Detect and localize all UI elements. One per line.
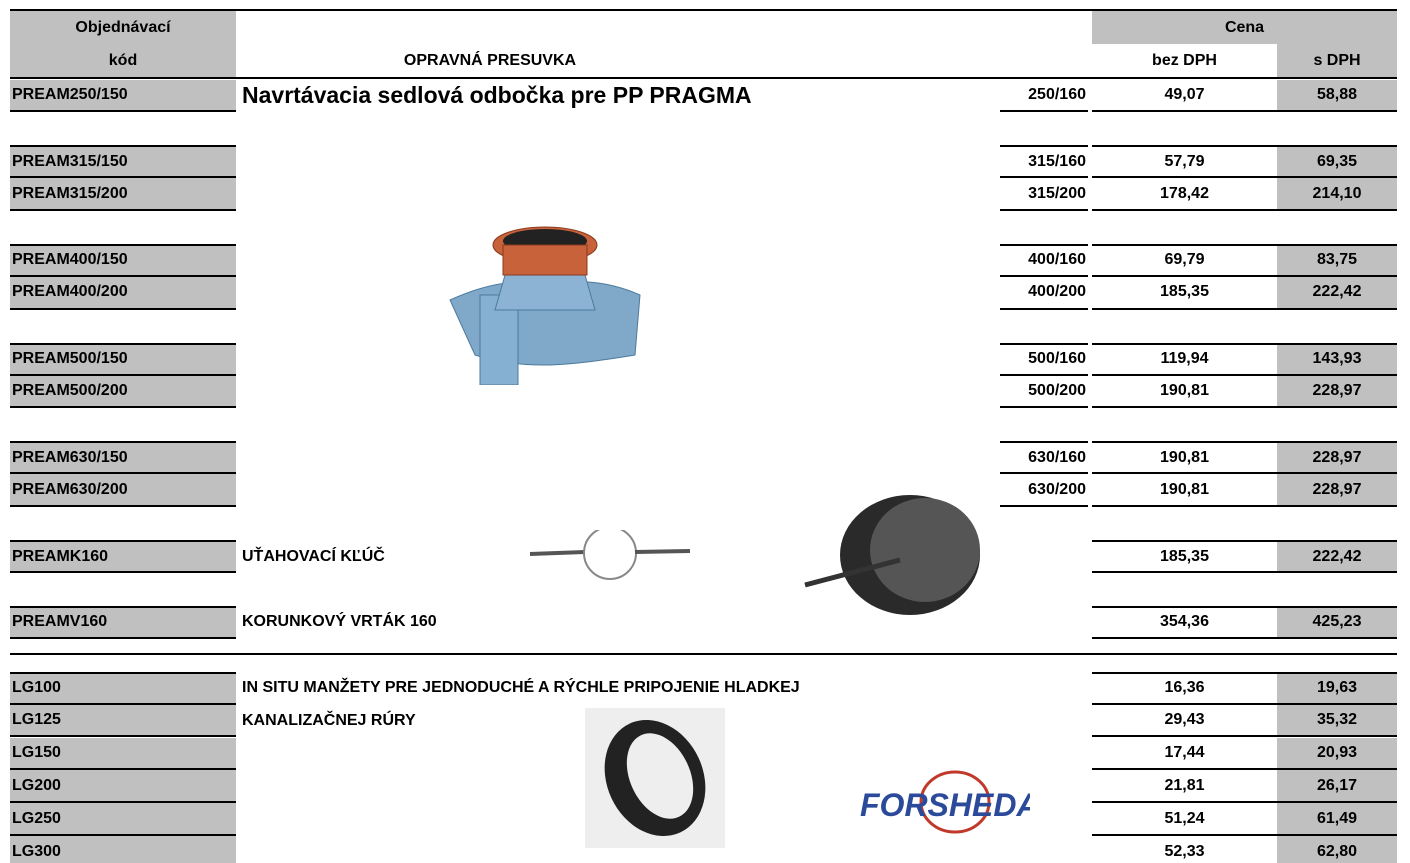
price-net: 16,36 [1092, 671, 1277, 705]
header-net: bez DPH [1152, 51, 1217, 69]
item-code: PREAM630/200 [10, 474, 236, 508]
saddle-image [449, 226, 641, 385]
item-description: KANALIZAČNEJ RÚRY [242, 712, 416, 730]
item-size: 250/160 [1000, 80, 1088, 113]
price-net: 49,07 [1092, 80, 1277, 113]
item-size: 630/200 [1000, 474, 1088, 508]
item-description: Navrtávacia sedlová odbočka pre PP PRAGM… [242, 82, 752, 109]
price-gross: 35,32 [1277, 704, 1397, 738]
logo-text: FORSHEDA [860, 787, 1030, 823]
price-net: 57,79 [1092, 145, 1277, 179]
rule [10, 652, 1397, 655]
item-code: PREAM250/150 [10, 79, 236, 113]
price-gross: 20,93 [1277, 737, 1397, 771]
price-net: 185,35 [1092, 277, 1277, 310]
price-gross: 62,80 [1277, 836, 1397, 863]
item-code: PREAM315/150 [10, 145, 236, 179]
item-size: 500/160 [1000, 342, 1088, 376]
item-size: 315/160 [1000, 145, 1088, 179]
price-gross: 228,97 [1277, 375, 1397, 409]
price-net: 21,81 [1092, 770, 1277, 804]
item-code: LG125 [10, 704, 236, 738]
price-net: 190,81 [1092, 441, 1277, 475]
header-code: kód [10, 44, 236, 77]
drill-image [804, 495, 980, 615]
price-net: 51,24 [1092, 803, 1277, 837]
item-code: PREAM400/200 [10, 276, 236, 310]
item-code: PREAM400/150 [10, 244, 236, 277]
price-gross: 83,75 [1277, 244, 1397, 277]
header-section: OPRAVNÁ PRESUVKA [403, 51, 577, 69]
price-gross: 222,42 [1277, 276, 1397, 310]
price-gross: 58,88 [1277, 79, 1397, 113]
item-description: KORUNKOVÝ VRTÁK 160 [242, 613, 437, 631]
item-code: PREAM500/200 [10, 375, 236, 409]
header-gross: s DPH [1277, 44, 1397, 77]
price-net: 29,43 [1092, 705, 1277, 738]
price-net: 354,36 [1092, 605, 1277, 639]
item-size: 315/200 [1000, 178, 1088, 212]
item-code: LG250 [10, 803, 236, 837]
item-code: PREAM630/150 [10, 441, 236, 475]
price-gross: 26,17 [1277, 770, 1397, 804]
item-code: LG150 [10, 737, 236, 771]
price-gross: 228,97 [1277, 474, 1397, 508]
item-code: LG300 [10, 836, 236, 863]
item-description: UŤAHOVACÍ KĽÚČ [242, 547, 385, 565]
rule [10, 9, 1397, 11]
item-description: IN SITU MANŽETY PRE JEDNODUCHÉ A RÝCHLE … [242, 679, 800, 697]
cuff-image [585, 708, 725, 848]
price-gross: 69,35 [1277, 145, 1397, 179]
rule [10, 77, 1397, 79]
item-code: PREAMK160 [10, 540, 236, 573]
item-code: PREAMV160 [10, 605, 236, 639]
price-net: 190,81 [1092, 376, 1277, 409]
price-gross: 214,10 [1277, 178, 1397, 212]
price-net: 119,94 [1092, 342, 1277, 376]
price-gross: 19,63 [1277, 671, 1397, 705]
item-code: PREAM315/200 [10, 178, 236, 212]
header-price: Cena [1092, 11, 1397, 44]
price-gross: 222,42 [1277, 540, 1397, 573]
item-code: LG200 [10, 770, 236, 804]
item-size: 630/160 [1000, 441, 1088, 475]
price-gross: 425,23 [1277, 605, 1397, 639]
item-code: LG100 [10, 671, 236, 705]
price-gross: 61,49 [1277, 803, 1397, 837]
price-gross: 143,93 [1277, 342, 1397, 376]
price-net: 185,35 [1092, 540, 1277, 573]
header-code: Objednávací [10, 11, 236, 44]
price-net: 190,81 [1092, 474, 1277, 508]
price-net: 69,79 [1092, 244, 1277, 277]
price-net: 17,44 [1092, 738, 1277, 771]
price-gross: 228,97 [1277, 441, 1397, 475]
item-code: PREAM500/150 [10, 342, 236, 376]
key-image [529, 530, 691, 580]
item-size: 400/160 [1000, 244, 1088, 277]
logo: FORSHEDA [860, 770, 1030, 834]
price-net: 52,33 [1092, 836, 1277, 863]
price-net: 178,42 [1092, 178, 1277, 212]
item-size: 500/200 [1000, 376, 1088, 409]
item-size: 400/200 [1000, 277, 1088, 310]
